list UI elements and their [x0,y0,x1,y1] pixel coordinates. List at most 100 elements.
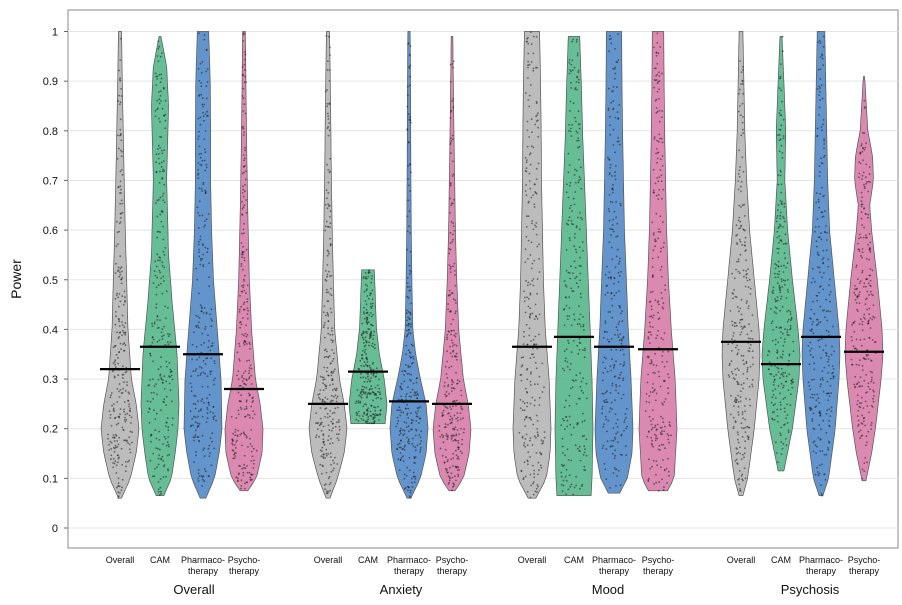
data-point [540,466,543,469]
data-point [406,277,409,279]
data-point [575,282,578,285]
data-point [112,346,115,349]
data-point [778,235,781,238]
data-point [208,285,211,288]
data-point [580,187,583,190]
data-point [416,413,418,415]
data-point [573,174,576,176]
data-point [243,334,245,337]
data-point [411,486,414,488]
violin-points [230,32,258,490]
data-point [614,178,617,181]
data-point [563,308,565,311]
data-point [775,441,777,444]
data-point [455,479,457,482]
data-point [615,389,617,392]
violin-psychotherapy [844,75,884,482]
data-point [533,203,536,206]
data-point [323,484,326,486]
data-point [119,273,122,276]
data-point [203,159,206,162]
data-point [160,210,163,213]
data-point [160,90,162,93]
data-point [240,408,243,410]
data-point [248,471,251,474]
data-point [535,414,538,417]
data-point [208,404,210,406]
data-point [241,333,244,336]
data-point [581,435,584,438]
data-point [120,282,123,285]
data-point [861,150,864,153]
data-point [400,439,402,442]
data-point [119,185,122,188]
data-point [654,182,657,185]
data-point [828,420,830,422]
data-point [199,156,202,159]
data-point [330,339,333,341]
data-point [454,449,457,452]
data-point [602,337,605,339]
data-point [370,305,372,308]
data-point [620,397,623,400]
data-point [536,292,538,295]
data-point [865,435,868,438]
data-point [362,332,365,334]
data-point [444,365,447,368]
data-point [734,420,737,423]
data-point [245,383,247,386]
data-point [650,362,653,365]
data-point [327,60,329,63]
data-point [328,102,331,105]
data-point [208,444,211,447]
data-point [203,401,205,404]
data-point [582,349,584,351]
data-point [370,415,373,417]
data-point [246,413,249,416]
data-point [819,438,822,440]
data-point [164,305,167,308]
data-point [869,279,872,282]
data-point [820,129,823,132]
data-point [822,419,825,422]
data-point [462,431,465,434]
data-point [568,272,571,274]
data-point [211,432,214,435]
data-point [655,74,657,77]
data-point [570,362,572,365]
data-point [870,360,873,362]
data-point [409,391,412,394]
data-point [656,464,658,467]
data-point [742,128,744,131]
data-point [327,291,330,293]
data-point [455,466,458,469]
data-point [149,352,152,355]
data-point [451,383,453,386]
data-point [656,157,659,160]
data-point [618,385,621,387]
data-point [865,234,867,237]
data-point [614,171,616,174]
data-point [123,290,126,293]
data-point [527,215,530,218]
data-point [159,448,161,451]
data-point [822,349,825,352]
data-point [454,284,457,287]
data-point [168,382,171,385]
data-point [444,405,447,408]
data-point [114,417,116,420]
data-point [163,435,166,438]
data-point [535,120,538,123]
data-point [213,362,216,365]
data-point [810,308,813,311]
data-point [865,374,867,376]
data-point [334,456,336,459]
data-point [322,438,325,441]
data-point [570,204,572,207]
data-point [526,129,529,132]
data-point [418,434,421,436]
data-point [328,252,330,255]
data-point [623,419,626,421]
data-point [160,73,163,76]
data-point [449,182,452,184]
